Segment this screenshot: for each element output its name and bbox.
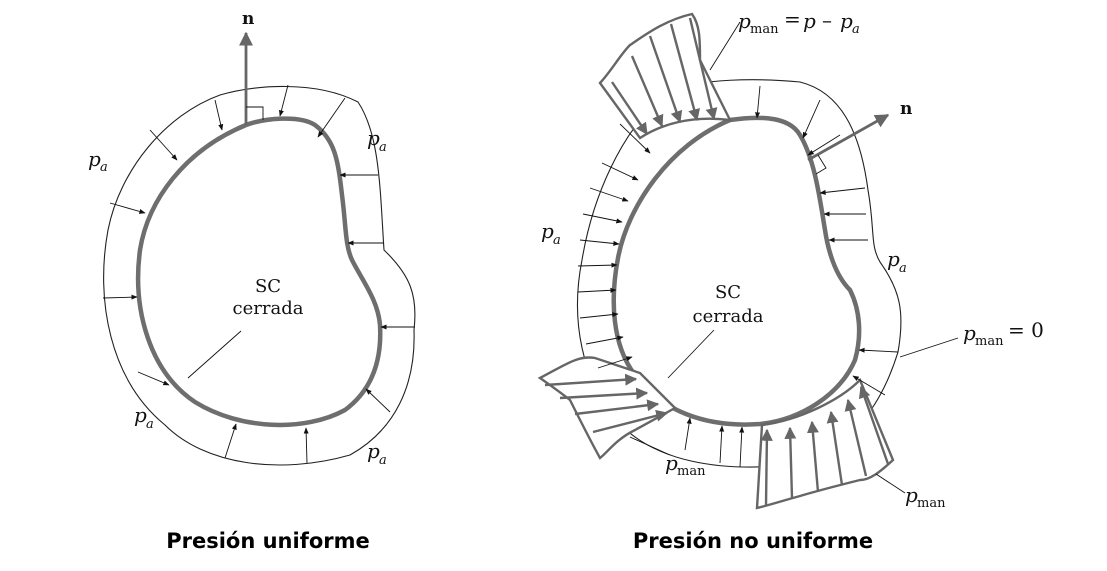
pressure-arrows <box>102 84 415 464</box>
sc-leader-line <box>187 330 242 379</box>
normal-vector: n <box>239 9 264 125</box>
sc-leader-line <box>667 329 715 379</box>
svg-text:p: p <box>134 403 147 427</box>
svg-text:p: p <box>665 451 678 475</box>
svg-text:a: a <box>553 233 561 248</box>
svg-text:p: p <box>88 147 101 171</box>
svg-text:man: man <box>750 22 779 37</box>
pressure-arrows <box>577 85 899 468</box>
svg-text:a: a <box>379 453 387 468</box>
pman-label-right: p man <box>875 473 946 511</box>
svg-text:= 0: = 0 <box>1008 318 1044 342</box>
sc-label-line2: cerrada <box>233 298 304 319</box>
control-surface-closed <box>135 116 383 428</box>
svg-text:p: p <box>887 247 900 271</box>
caption-non-uniform: Presión no uniforme <box>633 529 873 553</box>
svg-text:man: man <box>917 496 946 511</box>
svg-text:p: p <box>840 9 853 33</box>
control-surface-closed <box>611 115 862 427</box>
svg-text:p: p <box>367 439 380 463</box>
svg-text:–: – <box>822 8 832 32</box>
svg-text:p: p <box>738 9 751 33</box>
svg-text:a: a <box>379 140 387 155</box>
pressure-band-top <box>598 12 733 140</box>
svg-text:a: a <box>100 160 108 175</box>
sc-label-line1: SC <box>255 276 281 297</box>
normal-label: n <box>242 9 254 29</box>
svg-text:man: man <box>677 464 706 479</box>
svg-text:=: = <box>784 7 801 31</box>
svg-text:p: p <box>803 9 816 33</box>
svg-text:p: p <box>367 126 380 150</box>
svg-text:a: a <box>899 261 907 276</box>
caption-uniform: Presión uniforme <box>166 529 370 553</box>
pman-equation-top: p man = p – p a <box>709 7 860 71</box>
svg-text:p: p <box>905 483 918 507</box>
sc-label-line2: cerrada <box>693 306 764 327</box>
sc-label-line1: SC <box>715 282 741 303</box>
outer-boundary <box>103 85 416 466</box>
pressure-band-bottom <box>755 377 895 510</box>
svg-text:a: a <box>146 417 154 432</box>
svg-text:a: a <box>852 22 860 37</box>
pman-label-left: p man <box>629 436 706 479</box>
normal-vector: n <box>807 99 912 175</box>
normal-label: n <box>900 99 912 119</box>
pman-equation-zero: p man = 0 <box>899 318 1044 358</box>
svg-text:p: p <box>541 219 554 243</box>
pressure-band-left <box>537 356 677 460</box>
svg-text:man: man <box>975 334 1004 349</box>
svg-text:p: p <box>963 321 976 345</box>
